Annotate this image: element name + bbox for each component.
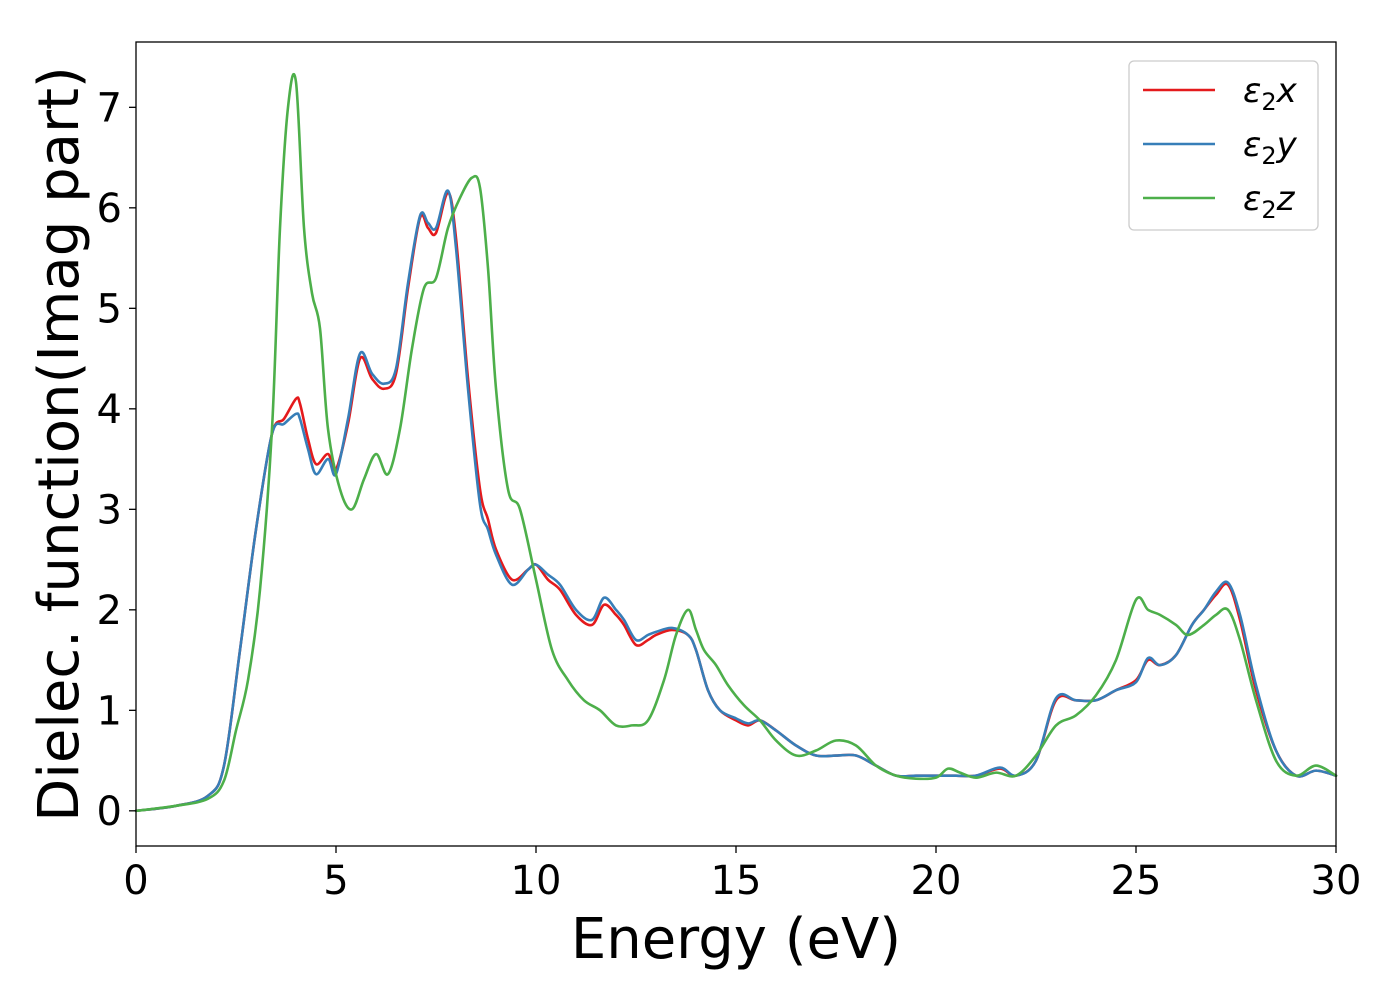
x-tick-label: 20 <box>911 858 962 904</box>
series-line-z <box>134 73 1338 813</box>
x-tick-label: 5 <box>323 858 348 904</box>
legend-label-base: ε <box>1243 179 1261 219</box>
legend-label-subscript: 2 <box>1261 88 1276 116</box>
x-tick-label: 30 <box>1311 858 1362 904</box>
legend-label-subscript: 2 <box>1261 196 1276 224</box>
x-axis-ticks: 0 5 10 15 20 25 30 <box>123 846 1361 904</box>
legend-label-suffix: y <box>1276 125 1298 165</box>
y-tick-label: 3 <box>97 487 122 533</box>
y-tick-label: 4 <box>97 387 122 433</box>
legend-label-z: ε2z <box>1243 179 1296 224</box>
x-tick-label: 0 <box>123 858 148 904</box>
legend-label-base: ε <box>1243 125 1261 165</box>
y-tick-label: 6 <box>97 186 122 232</box>
x-axis-title: Energy (eV) <box>571 907 901 972</box>
y-tick-label: 1 <box>97 688 122 734</box>
y-tick-label: 7 <box>97 85 122 131</box>
legend-label-x: ε2x <box>1243 71 1298 116</box>
y-tick-label: 0 <box>97 789 122 835</box>
y-axis-title: Dielec. function(Imag part) <box>27 66 92 822</box>
legend-label-subscript: 2 <box>1261 142 1276 170</box>
legend-label-base: ε <box>1243 71 1261 111</box>
legend-label-suffix: z <box>1276 179 1296 219</box>
legend-box <box>1128 60 1319 231</box>
series-layer <box>134 73 1338 813</box>
x-tick-label: 15 <box>711 858 762 904</box>
legend-label-y: ε2y <box>1243 125 1298 170</box>
x-tick-label: 10 <box>511 858 562 904</box>
legend-label-suffix: x <box>1276 71 1298 111</box>
x-tick-label: 25 <box>1111 858 1162 904</box>
y-tick-label: 5 <box>97 286 122 332</box>
y-tick-label: 2 <box>97 588 122 634</box>
y-axis-ticks: 0 1 2 3 4 5 6 7 <box>97 85 136 835</box>
